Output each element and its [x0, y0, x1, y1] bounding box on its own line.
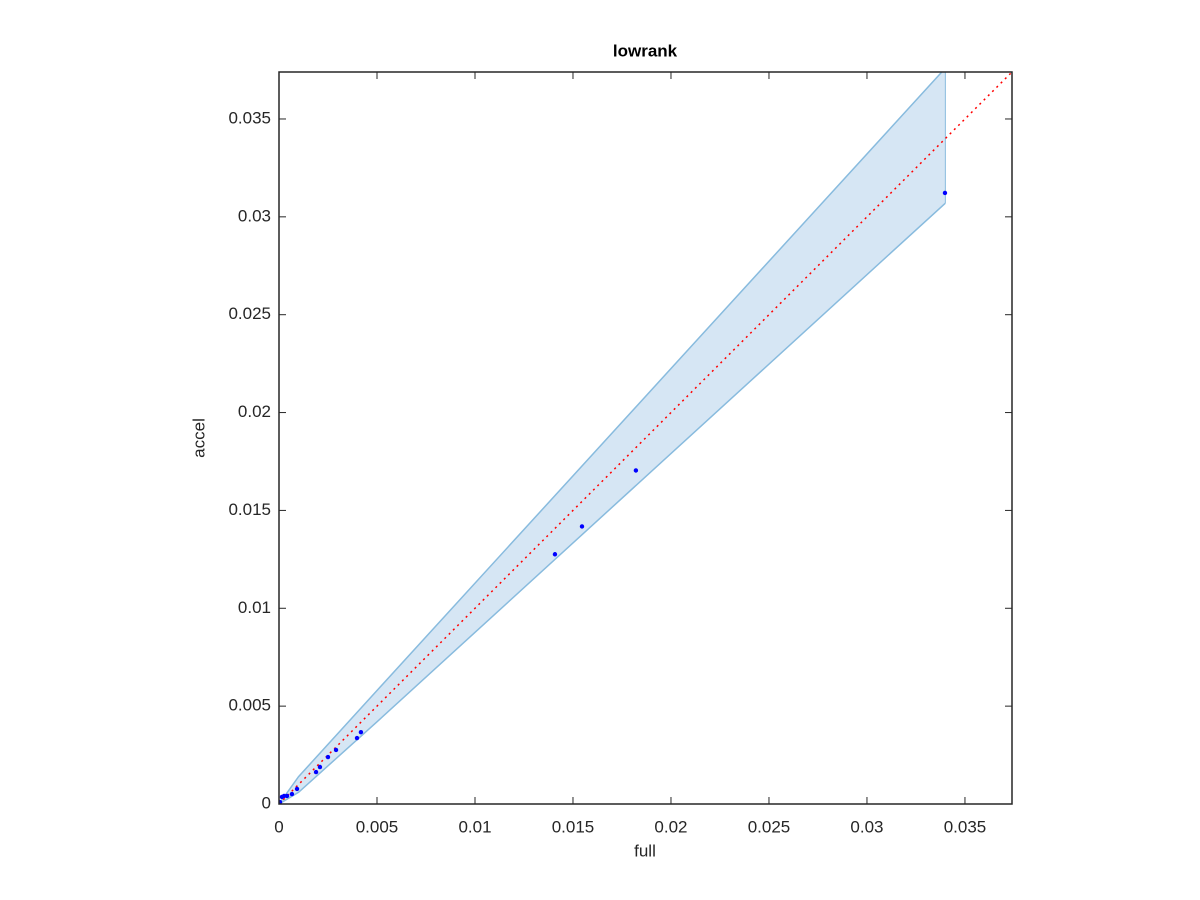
diagonal-line	[279, 72, 1012, 804]
y-tick-label: 0.01	[238, 598, 271, 617]
chart-title: lowrank	[613, 41, 678, 60]
x-tick-label: 0.03	[850, 817, 883, 836]
point	[325, 754, 331, 760]
x-tick-label: 0.02	[654, 817, 687, 836]
point	[294, 786, 300, 792]
axes-box	[278, 71, 1013, 805]
point	[579, 524, 585, 529]
y-tick-label: 0	[262, 793, 271, 812]
x-tick-label: 0.005	[356, 817, 399, 836]
x-tick-label: 0.025	[748, 817, 791, 836]
y-tick-label: 0.02	[238, 402, 271, 421]
point	[281, 793, 287, 799]
band-upper	[279, 72, 943, 804]
point	[552, 552, 558, 557]
plot-layer	[279, 72, 1012, 804]
point	[313, 769, 319, 775]
y-tick-label: 0.005	[228, 696, 271, 715]
x-tick-label: 0.01	[458, 817, 491, 836]
y-tick-label: 0.015	[228, 500, 271, 519]
y-tick-label: 0.025	[228, 304, 271, 323]
band-lower	[279, 202, 946, 804]
band-fill	[279, 72, 946, 804]
point	[289, 791, 295, 797]
point	[942, 190, 948, 196]
x-tick-label: 0.035	[944, 817, 987, 836]
point	[358, 729, 364, 735]
x-tick-label: 0.015	[552, 817, 595, 836]
y-tick-label: 0.03	[238, 206, 271, 225]
y-tick-label: 0.035	[228, 108, 271, 127]
point	[633, 468, 639, 473]
point	[317, 764, 323, 770]
point	[333, 747, 339, 753]
y-axis-label: accel	[189, 418, 208, 458]
x-tick-label: 0	[274, 817, 283, 836]
point	[354, 735, 360, 741]
x-axis-label: full	[634, 841, 656, 860]
